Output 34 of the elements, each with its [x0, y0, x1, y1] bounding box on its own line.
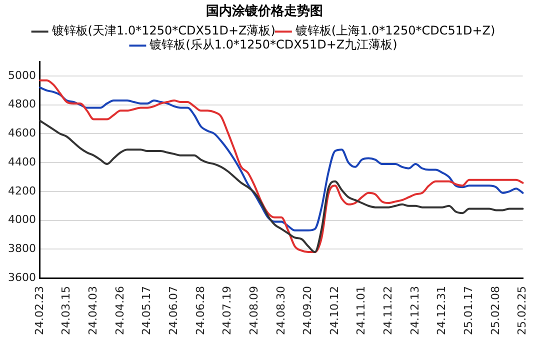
x-tick-label: 24.12.13: [408, 286, 422, 335]
y-tick-label: 4400: [8, 155, 36, 168]
x-tick-label: 24.12.31: [435, 286, 448, 335]
x-tick-label: 24.04.26: [113, 286, 126, 335]
legend-label: 镀锌板(天津1.0*1250*CDX51D+Z薄板): [50, 24, 276, 38]
x-tick-label: 24.04.03: [86, 286, 100, 335]
y-tick-label: 4200: [8, 184, 36, 198]
line-series: [38, 79, 524, 254]
chart-title: 国内涂镀价格走势图: [206, 3, 323, 20]
x-tick-label: 24.05.17: [140, 286, 154, 335]
x-tick-label: 24.06.07: [166, 286, 180, 335]
x-tick-label: 24.07.19: [220, 286, 234, 335]
y-tick-label: 5000: [8, 68, 36, 82]
y-tick-label: 4800: [8, 98, 36, 111]
line-series: [38, 86, 524, 232]
legend-label: 镀锌板(乐从1.0*1250*CDX51D+Z九江薄板): [148, 38, 398, 52]
y-tick-label: 3600: [8, 270, 36, 284]
legend-label: 镀锌板(上海1.0*1250*CDC51D+Z): [294, 24, 496, 38]
x-tick-label: 25.02.25: [516, 286, 529, 335]
x-tick-label: 24.03.15: [60, 286, 73, 335]
x-tick-label: 25.02.08: [488, 286, 502, 335]
line-series: [38, 120, 524, 254]
x-tick-label: 24.11.01: [354, 286, 368, 335]
x-tick-label: 24.08.30: [274, 286, 288, 335]
y-tick-label: 4000: [8, 213, 36, 226]
x-tick-label: 24.10.12: [328, 286, 341, 335]
y-tick-label: 3800: [8, 242, 36, 256]
x-tick-label: 24.08.09: [247, 286, 260, 335]
y-tick-label: 4600: [8, 126, 36, 140]
x-tick-label: 24.06.28: [194, 286, 207, 335]
x-tick-label: 24.02.23: [32, 286, 46, 335]
x-tick-label: 24.11.22: [382, 286, 395, 335]
x-tick-label: 25.01.17: [462, 286, 476, 335]
x-tick-label: 24.09.20: [301, 286, 314, 335]
